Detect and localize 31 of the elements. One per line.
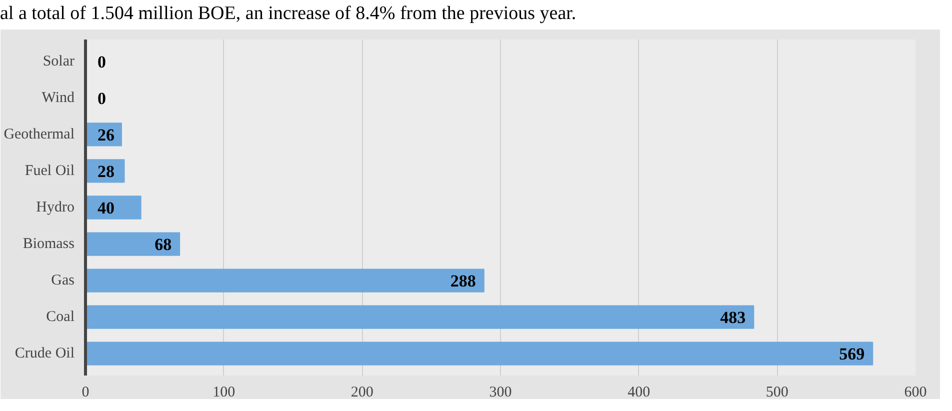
y-tick-label: Coal xyxy=(46,309,75,326)
x-tick-label: 500 xyxy=(766,384,788,401)
x-tick-label: 100 xyxy=(212,384,236,401)
y-tick-label: Wind xyxy=(42,90,75,106)
x-tick-label: 400 xyxy=(628,384,650,401)
data-label: 288 xyxy=(450,272,476,291)
data-label: 0 xyxy=(98,52,106,72)
bar xyxy=(86,305,754,330)
bar xyxy=(86,232,180,256)
y-tick-label: Hydro xyxy=(36,200,74,216)
data-label: 569 xyxy=(839,344,865,364)
bar xyxy=(86,268,484,293)
data-label: 68 xyxy=(154,235,172,254)
data-label: 26 xyxy=(98,126,114,145)
bar xyxy=(86,342,874,366)
data-label: 40 xyxy=(98,198,114,218)
text: al a total of 1.504 million BOE, an increase of 8.4% from the previous year. xyxy=(0,2,576,26)
y-tick-label: Geothermal xyxy=(4,126,75,143)
y-tick-label: Fuel Oil xyxy=(24,163,75,180)
y-tick-label: Biomass xyxy=(22,236,75,252)
x-tick-label: 300 xyxy=(489,384,512,401)
x-tick-label: 200 xyxy=(350,384,374,401)
y-tick-label: Crude Oil xyxy=(14,346,75,362)
data-label: 0 xyxy=(98,89,106,108)
x-tick-label: 600 xyxy=(904,384,927,401)
y-tick-label: Gas xyxy=(51,272,75,289)
data-label: 483 xyxy=(720,308,746,328)
y-tick-label: Solar xyxy=(42,54,75,70)
data-label: 28 xyxy=(98,162,114,182)
x-tick-label: 0 xyxy=(82,384,90,401)
bar xyxy=(86,196,142,220)
